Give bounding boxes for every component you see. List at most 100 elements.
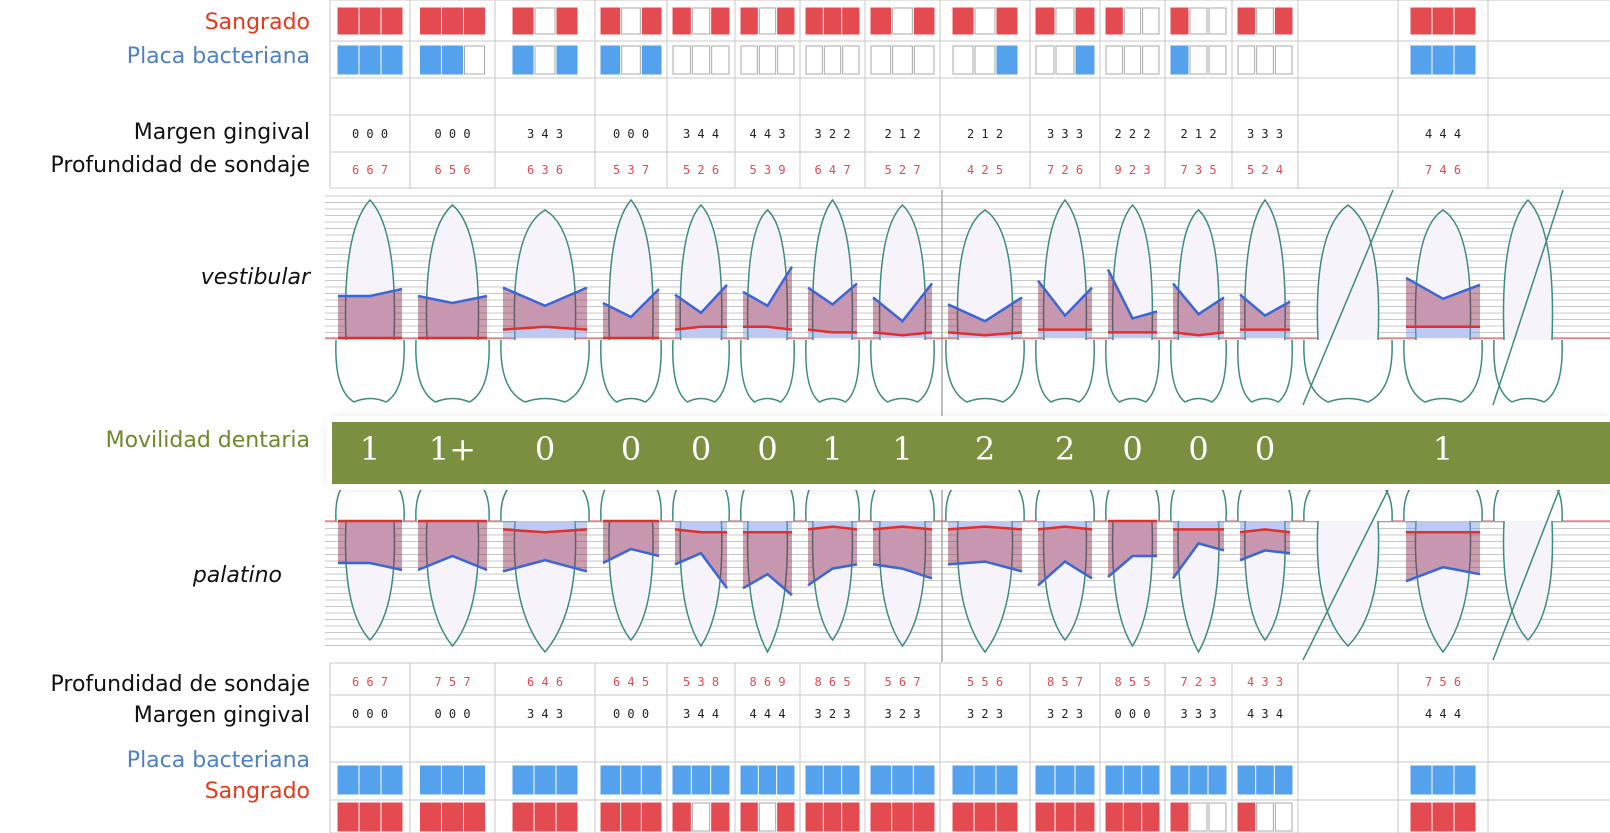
plaque-box: [360, 766, 380, 794]
bleeding-box: [914, 8, 934, 34]
tooth-crown: [416, 478, 489, 521]
margin-value: 3 3 3: [1180, 707, 1216, 721]
plaque-box: [421, 46, 441, 74]
plaque-box: [673, 46, 690, 74]
bleeding-box: [443, 803, 463, 831]
plaque-box: [953, 766, 973, 794]
plaque-box: [778, 766, 794, 794]
tooth-crown: [871, 340, 934, 402]
plaque-box: [673, 766, 690, 794]
depth-value: 5 3 7: [613, 163, 649, 177]
margin-value: 3 2 3: [884, 707, 920, 721]
bleeding-box: [1411, 8, 1431, 34]
plaque-box: [778, 46, 794, 74]
margin-value: 3 4 4: [683, 127, 719, 141]
plaque-box: [997, 766, 1017, 794]
plaque-box: [1275, 766, 1292, 794]
margin-value: 0 0 0: [434, 127, 470, 141]
bleeding-box: [759, 803, 775, 831]
plaque-box: [871, 46, 891, 74]
depth-value: 6 4 6: [527, 675, 563, 689]
bleeding-box: [642, 803, 661, 831]
bleeding-box: [953, 803, 973, 831]
tooth-crown: [1171, 340, 1226, 402]
bleeding-box: [1433, 8, 1453, 34]
bleeding-box: [1209, 803, 1226, 831]
tooth-crown: [1106, 478, 1159, 521]
bleeding-box: [1257, 803, 1274, 831]
plaque-box: [1275, 46, 1292, 74]
bleeding-box: [1257, 8, 1274, 34]
bleeding-box: [513, 8, 533, 34]
mobility-value: 1+: [429, 430, 476, 468]
depth-value: 5 3 9: [749, 163, 785, 177]
plaque-box: [914, 46, 934, 74]
plaque-box: [1455, 46, 1475, 74]
tooth-crown: [806, 478, 859, 521]
bleeding-box: [871, 803, 891, 831]
depth-value: 6 6 7: [352, 675, 388, 689]
bleeding-box: [601, 803, 620, 831]
bleeding-box: [642, 8, 661, 34]
plaque-box: [601, 766, 620, 794]
plaque-box: [642, 46, 661, 74]
bleeding-box: [778, 803, 794, 831]
margin-value: 0 0 0: [613, 127, 649, 141]
tooth-crown: [336, 478, 404, 521]
margin-value: 2 1 2: [1180, 127, 1216, 141]
tooth-crown: [1238, 340, 1292, 402]
bleeding-box: [843, 8, 859, 34]
margin-value: 3 4 3: [527, 127, 563, 141]
plaque-box: [893, 46, 913, 74]
plaque-box: [622, 46, 641, 74]
recession-area: [1406, 327, 1480, 338]
plaque-box: [513, 46, 533, 74]
plaque-box: [824, 766, 840, 794]
tooth-crown: [1404, 340, 1482, 402]
tooth-crown: [946, 340, 1024, 402]
bleeding-box: [421, 8, 441, 34]
plaque-box: [759, 766, 775, 794]
plaque-box: [1143, 46, 1159, 74]
bleeding-box: [557, 8, 577, 34]
margin-value: 3 4 4: [683, 707, 719, 721]
tooth-root: [1317, 521, 1378, 646]
depth-value: 6 4 7: [814, 163, 850, 177]
depth-value: 5 2 4: [1247, 163, 1283, 177]
mobility-value: 0: [621, 430, 641, 468]
margin-value: 4 4 4: [749, 707, 785, 721]
plaque-box: [806, 46, 822, 74]
tooth-crown: [741, 478, 794, 521]
bleeding-box: [1036, 803, 1054, 831]
depth-value: 5 5 6: [967, 675, 1003, 689]
margin-value: 3 2 2: [814, 127, 850, 141]
bleeding-box: [997, 803, 1017, 831]
tooth-crown: [673, 340, 729, 402]
plaque-box: [1433, 46, 1453, 74]
plaque-box: [1257, 46, 1274, 74]
bleeding-box: [741, 803, 757, 831]
bleeding-box: [1076, 803, 1094, 831]
bleeding-box: [1036, 8, 1054, 34]
tooth-crown: [1494, 478, 1562, 521]
bleeding-box: [557, 803, 577, 831]
bleeding-box: [601, 8, 620, 34]
plaque-box: [1190, 46, 1207, 74]
bleeding-box: [893, 803, 913, 831]
bleeding-box: [421, 803, 441, 831]
margin-value: 3 2 3: [967, 707, 1003, 721]
bleeding-box: [1411, 803, 1431, 831]
margin-value: 2 2 2: [1114, 127, 1150, 141]
margin-value: 0 0 0: [352, 127, 388, 141]
tooth-crown: [416, 340, 489, 402]
mobility-value: 0: [535, 430, 555, 468]
bleeding-box: [382, 803, 402, 831]
recession-area: [1038, 330, 1092, 338]
bleeding-box: [1209, 8, 1226, 34]
bleeding-box: [1124, 803, 1140, 831]
recession-area: [743, 521, 792, 532]
bleeding-box: [692, 8, 709, 34]
plaque-box: [1106, 766, 1122, 794]
plaque-box: [1209, 766, 1226, 794]
bleeding-box: [1275, 803, 1292, 831]
